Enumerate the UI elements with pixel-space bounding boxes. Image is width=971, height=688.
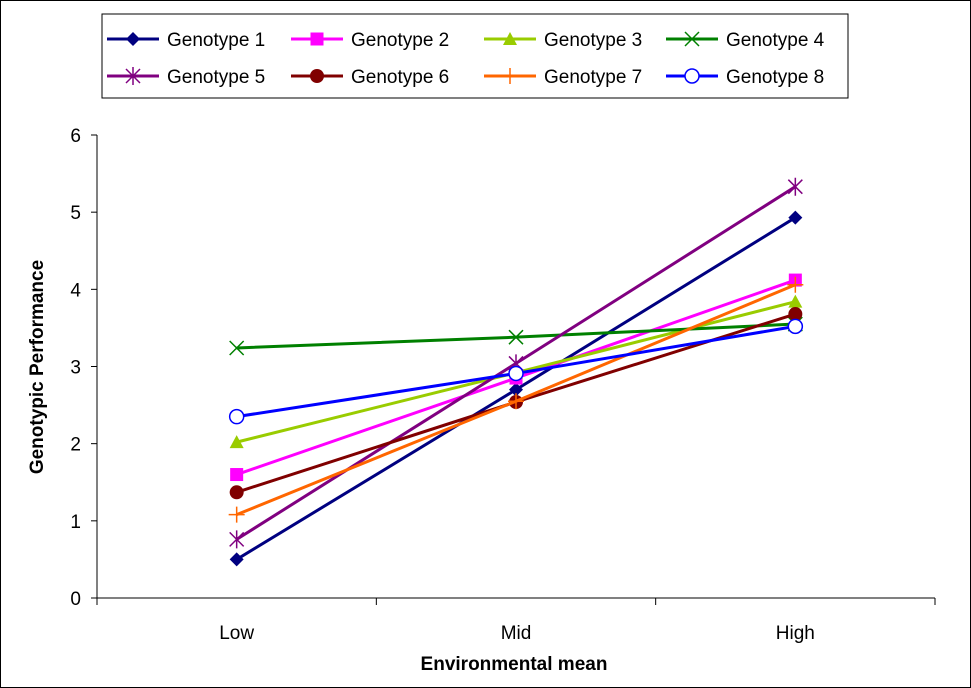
legend-label: Genotype 2 [351,30,449,51]
legend: Genotype 1 Genotype 2 Genotype 3 Genotype 4… [101,13,849,99]
legend-item: Genotype 8 [666,67,824,88]
legend-item: Genotype 7 [484,67,642,88]
legend-label: Genotype 6 [351,67,449,88]
x-axis-title: Environmental mean [421,654,608,675]
legend-label: Genotype 8 [726,67,824,88]
y-tick-label: 6 [70,126,81,147]
legend-marker [310,32,324,46]
y-tick-label: 2 [70,435,81,456]
series-5 [229,177,803,549]
y-axis-title: Genotypic Performance [27,260,48,474]
legend-item: Genotype 2 [291,30,449,51]
legend-item: Genotype 5 [107,67,265,88]
series-1 [229,210,803,567]
legend-box [101,13,849,99]
series-group [228,177,804,567]
data-point [787,276,804,293]
data-point [788,294,803,308]
x-tick-label: Mid [501,623,532,644]
data-point [509,382,523,397]
legend-label: Genotype 7 [544,67,642,88]
legend-marker [684,31,700,47]
data-point [229,485,244,500]
x-tick-label: Low [219,623,254,644]
data-point [508,365,524,382]
data-point [229,340,245,356]
y-tick-label: 4 [70,280,81,301]
series-7 [228,276,804,523]
legend-label: Genotype 5 [167,67,265,88]
data-point [508,393,524,410]
legend-label: Genotype 1 [167,30,265,51]
legend-marker [126,32,140,46]
legend-item: Genotype 6 [291,67,449,88]
series-line [236,322,796,350]
data-point [229,530,245,549]
legend-marker [125,67,141,85]
data-point [228,506,245,523]
y-tick-label: 5 [70,203,81,224]
legend-item: Genotype 1 [107,30,265,51]
axes: 0 1 2 3 4 5 6 Low Mid High [70,126,936,644]
data-point [230,468,244,482]
legend-marker [502,68,518,84]
data-point [788,307,803,322]
legend-marker [503,32,517,45]
y-tick-label: 1 [70,512,81,533]
data-point [229,435,244,449]
series-8 [228,318,804,425]
x-tick-label: High [776,623,815,644]
legend-label: Genotype 3 [544,30,642,51]
data-point [229,552,244,567]
data-point [508,329,524,345]
data-point [788,210,803,225]
y-tick-label: 0 [70,589,81,610]
data-point [787,318,804,335]
legend-label: Genotype 4 [726,30,825,51]
legend-item: Genotype 3 [484,30,642,51]
legend-marker [684,68,700,84]
data-point [228,408,245,425]
legend-marker [310,69,324,83]
data-point [787,177,803,196]
legend-item: Genotype 4 [666,30,825,51]
y-tick-label: 3 [70,358,81,379]
